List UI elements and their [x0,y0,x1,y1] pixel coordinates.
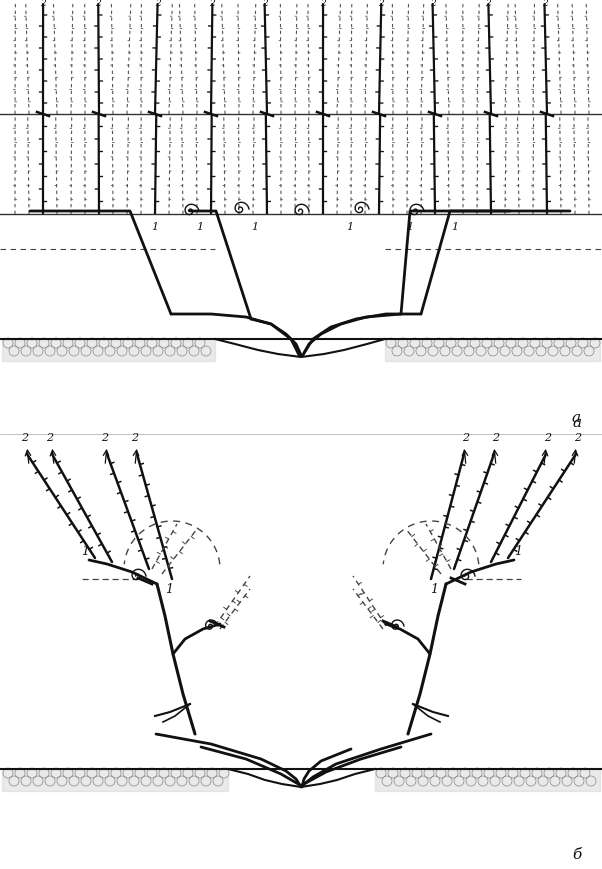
Text: а: а [571,410,580,425]
Text: а: а [573,415,582,429]
Text: 1: 1 [81,544,89,557]
Text: 2: 2 [574,433,582,442]
Text: 1: 1 [196,222,203,232]
Text: 2: 2 [262,0,267,8]
Text: 2: 2 [131,433,138,442]
Text: 2: 2 [486,0,491,8]
Text: 1: 1 [165,582,173,595]
Text: 2: 2 [320,0,326,8]
Text: б: б [573,847,582,861]
Text: 1: 1 [430,582,438,595]
Text: 2: 2 [544,433,551,442]
Text: 2: 2 [95,0,101,8]
Text: 2: 2 [209,0,216,8]
Text: 2: 2 [102,433,108,442]
Text: 1: 1 [406,222,414,232]
Text: 2: 2 [22,433,28,442]
Text: 1: 1 [346,222,353,232]
Text: 1: 1 [152,222,158,232]
Text: 1: 1 [514,544,522,557]
Text: 2: 2 [542,0,547,8]
Text: 2: 2 [492,433,500,442]
Text: 2: 2 [40,0,46,8]
Text: 1: 1 [252,222,259,232]
Text: 2: 2 [430,0,435,8]
Text: 2: 2 [379,0,384,8]
Text: 2: 2 [155,0,161,8]
Text: 1: 1 [452,222,459,232]
Text: 2: 2 [46,433,54,442]
Text: 2: 2 [462,433,470,442]
